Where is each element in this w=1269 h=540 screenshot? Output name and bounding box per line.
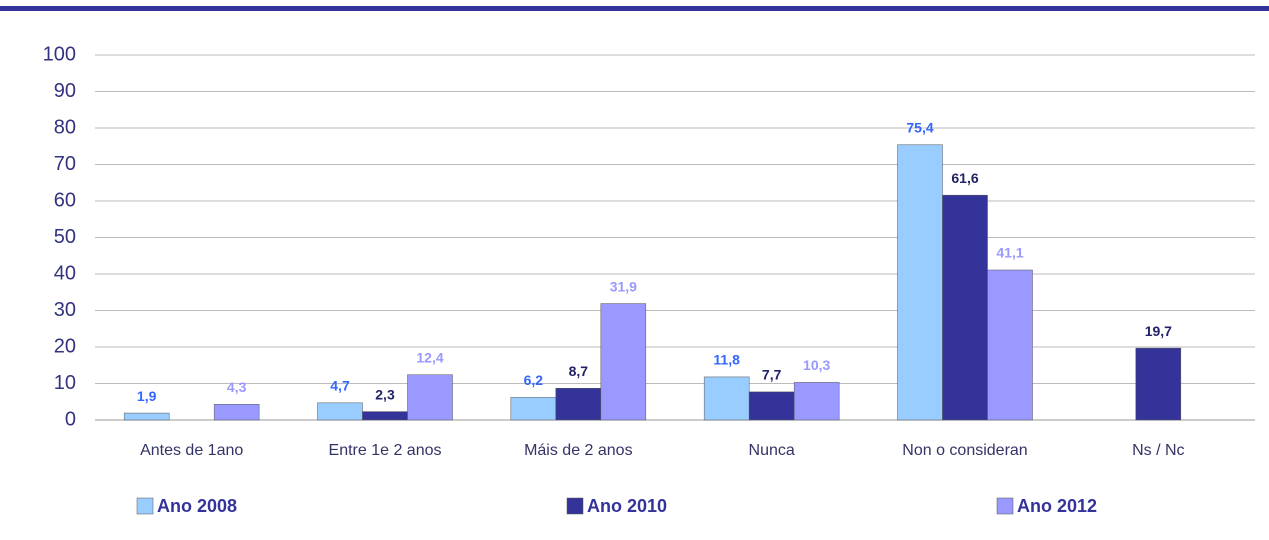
x-tick-label: Non o consideran bbox=[902, 442, 1027, 459]
y-tick-label: 80 bbox=[54, 116, 76, 138]
bar bbox=[510, 397, 557, 421]
bar bbox=[897, 144, 943, 421]
legend-swatch bbox=[566, 497, 584, 515]
x-tick-label: Nunca bbox=[749, 442, 795, 459]
legend-label: Ano 2008 bbox=[157, 496, 237, 516]
bar bbox=[362, 411, 408, 421]
value-label: 41,1 bbox=[996, 245, 1023, 261]
value-label: 61,6 bbox=[951, 170, 978, 186]
y-tick-label: 100 bbox=[43, 43, 76, 65]
x-tick-label: Antes de 1ano bbox=[140, 442, 243, 459]
value-label: 4,7 bbox=[330, 378, 350, 394]
y-tick-label: 0 bbox=[65, 408, 76, 430]
y-tick-label: 40 bbox=[54, 262, 76, 284]
value-label: 31,9 bbox=[610, 278, 637, 294]
legend-swatch bbox=[136, 497, 154, 515]
bar bbox=[555, 387, 602, 421]
y-tick-label: 70 bbox=[54, 153, 76, 175]
y-tick-label: 50 bbox=[54, 226, 76, 248]
y-tick-label: 20 bbox=[54, 335, 76, 357]
bar bbox=[793, 382, 840, 421]
value-label: 75,4 bbox=[906, 119, 933, 135]
value-label: 12,4 bbox=[416, 349, 443, 365]
legend-swatch bbox=[996, 497, 1014, 515]
bar bbox=[213, 404, 260, 421]
value-label: 10,3 bbox=[803, 357, 830, 373]
value-label: 2,3 bbox=[375, 386, 395, 402]
y-tick-label: 90 bbox=[54, 80, 76, 102]
bar bbox=[1135, 347, 1182, 421]
x-tick-label: Entre 1e 2 anos bbox=[329, 442, 442, 459]
y-tick-label: 10 bbox=[54, 372, 76, 394]
bar bbox=[123, 412, 170, 421]
legend-label: Ano 2012 bbox=[1017, 496, 1097, 516]
value-label: 7,7 bbox=[762, 367, 782, 383]
bar bbox=[407, 374, 453, 421]
value-label: 8,7 bbox=[569, 363, 589, 379]
top-rule bbox=[0, 6, 1269, 11]
bar bbox=[703, 376, 750, 421]
bar bbox=[317, 402, 363, 421]
value-label: 19,7 bbox=[1145, 323, 1172, 339]
value-label: 1,9 bbox=[137, 388, 157, 404]
bar bbox=[748, 391, 795, 421]
bar bbox=[987, 269, 1033, 421]
y-tick-label: 60 bbox=[54, 189, 76, 211]
legend-label: Ano 2010 bbox=[587, 496, 667, 516]
value-label: 11,8 bbox=[713, 352, 740, 368]
value-label: 6,2 bbox=[524, 372, 544, 388]
bar bbox=[600, 303, 647, 421]
x-tick-label: Máis de 2 anos bbox=[524, 442, 633, 459]
value-label: 4,3 bbox=[227, 379, 247, 395]
bar bbox=[942, 194, 988, 421]
x-tick-label: Ns / Nc bbox=[1132, 442, 1184, 459]
y-tick-label: 30 bbox=[54, 299, 76, 321]
